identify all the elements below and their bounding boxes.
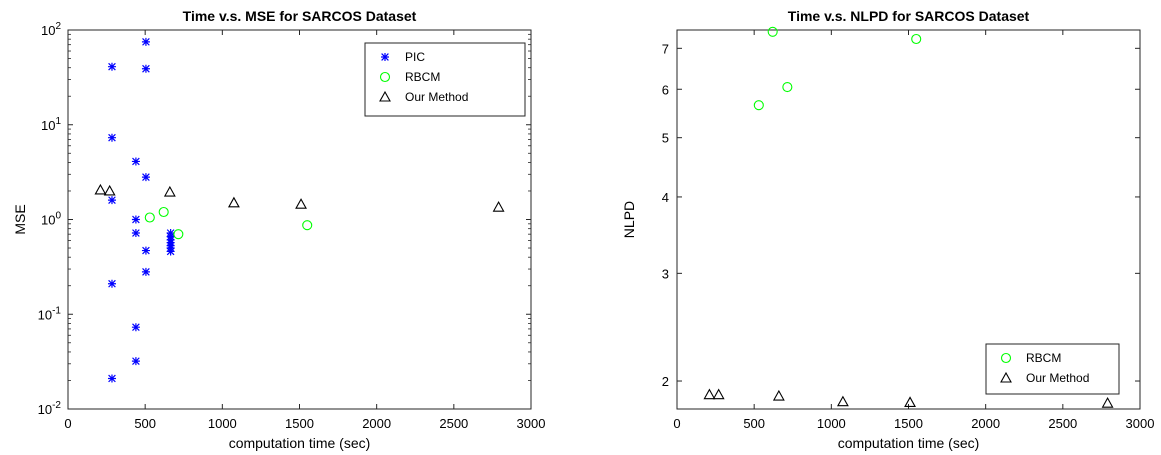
y-tick-label: 10-1 — [38, 305, 62, 322]
x-tick-label: 2500 — [439, 416, 468, 431]
legend-box — [364, 42, 526, 117]
y-tick-label: 5 — [662, 131, 669, 146]
asterisk-point — [166, 247, 175, 256]
series-rbcm — [144, 206, 313, 240]
legend-box — [985, 343, 1120, 395]
asterisk-point — [141, 246, 150, 255]
series-our-method — [703, 388, 1114, 408]
y-tick-label: 102 — [41, 21, 61, 38]
y-tick-label: 101 — [41, 116, 61, 133]
legend-marker — [379, 90, 391, 102]
x-tick-label: 1000 — [817, 416, 846, 431]
chart-title: Time v.s. MSE for SARCOS Dataset — [183, 8, 417, 24]
legend-marker — [381, 53, 389, 61]
asterisk-point — [131, 357, 140, 366]
y-tick-label: 7 — [662, 41, 669, 56]
y-axis-label: NLPD — [621, 201, 637, 238]
triangle-point — [836, 395, 849, 407]
legend-marker — [379, 71, 391, 83]
y-tick-label: 100 — [41, 211, 61, 228]
x-tick-label: 1000 — [208, 416, 237, 431]
asterisk-point — [141, 173, 150, 182]
series-our-method — [94, 183, 505, 212]
circle-point — [173, 229, 184, 240]
circle-point — [753, 100, 764, 111]
asterisk-point — [141, 37, 150, 46]
asterisk-point — [107, 133, 116, 142]
y-tick-label: 3 — [662, 266, 669, 281]
legend: PIC RBCM Our Method — [364, 42, 526, 117]
x-tick-label: 2000 — [362, 416, 391, 431]
legend-label: Our Method — [1026, 371, 1089, 385]
series-rbcm — [753, 26, 922, 111]
nlpd-panel: 0 500 1000 1500 2000 2500 3000 2 3 4 5 6 7 Time v.s. … — [621, 8, 1154, 451]
triangle-point — [712, 388, 725, 400]
y-axis-label: MSE — [12, 204, 28, 234]
triangle-point — [703, 388, 716, 400]
circle-point — [302, 220, 313, 231]
x-tick-label: 1500 — [285, 416, 314, 431]
triangle-point — [163, 185, 176, 197]
chart-title: Time v.s. NLPD for SARCOS Dataset — [788, 8, 1030, 24]
asterisk-point — [107, 279, 116, 288]
legend-label: RBCM — [405, 70, 440, 84]
x-axis-label: computation time (sec) — [229, 435, 371, 451]
legend-marker — [1000, 352, 1012, 364]
asterisk-point — [107, 62, 116, 71]
circle-point — [144, 212, 155, 223]
x-tick-label: 0 — [64, 416, 71, 431]
x-tick-label: 2000 — [971, 416, 1000, 431]
triangle-point — [772, 389, 785, 401]
mse-panel: 0 500 1000 1500 2000 2500 3000 10-2 10-1 100 101 10… — [12, 8, 545, 451]
asterisk-point — [141, 64, 150, 73]
legend: RBCM Our Method — [985, 343, 1120, 395]
triangle-point — [94, 183, 107, 195]
asterisk-point — [131, 215, 140, 224]
triangle-point — [492, 201, 505, 212]
triangle-point — [103, 184, 116, 196]
circle-point — [767, 26, 778, 37]
y-tick-label: 6 — [662, 82, 669, 97]
circle-point — [158, 206, 169, 218]
triangle-point — [227, 196, 240, 208]
series-pic — [107, 37, 175, 383]
asterisk-point — [107, 374, 116, 383]
x-tick-label: 3000 — [1126, 416, 1155, 431]
triangle-point — [1101, 397, 1114, 408]
x-tick-label: 0 — [673, 416, 680, 431]
asterisk-point — [107, 196, 116, 205]
asterisk-point — [141, 267, 150, 276]
x-tick-label: 3000 — [517, 416, 546, 431]
x-tick-label: 1500 — [894, 416, 923, 431]
legend-marker — [1000, 371, 1012, 383]
x-tick-label: 500 — [134, 416, 156, 431]
legend-label: RBCM — [1026, 351, 1061, 365]
legend-label: PIC — [405, 50, 425, 64]
y-tick-label: 4 — [662, 190, 669, 205]
x-axis-label: computation time (sec) — [838, 435, 980, 451]
circle-point — [911, 33, 922, 45]
x-tick-label: 2500 — [1048, 416, 1077, 431]
triangle-point — [904, 396, 916, 407]
y-tick-label: 2 — [662, 374, 669, 389]
asterisk-point — [131, 229, 140, 238]
asterisk-point — [131, 323, 140, 332]
legend-label: Our Method — [405, 90, 468, 104]
asterisk-point — [131, 157, 140, 166]
triangle-point — [295, 198, 307, 209]
circle-point — [782, 82, 793, 93]
x-tick-label: 500 — [743, 416, 765, 431]
y-tick-label: 10-2 — [38, 400, 62, 417]
